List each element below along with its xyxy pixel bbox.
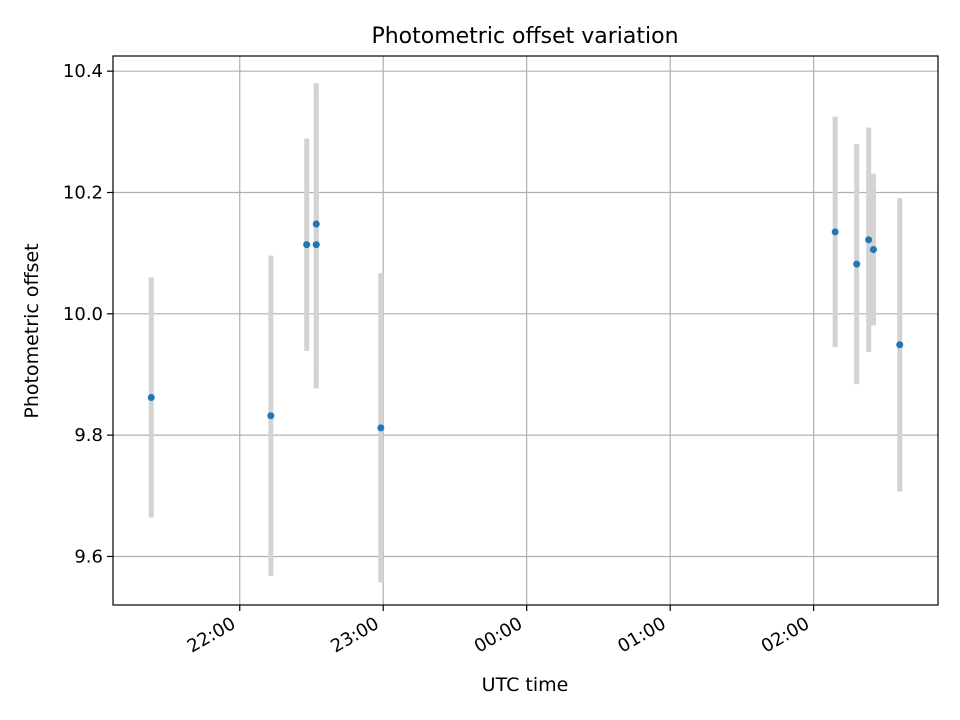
data-point [312,241,320,249]
data-point [853,260,861,268]
x-axis-label: UTC time [482,674,569,696]
data-point [147,394,155,402]
y-tick-label: 9.6 [74,546,103,567]
y-axis-ticks: 9.6 9.8 10.0 10.2 10.4 [63,61,113,567]
data-point [303,241,311,249]
chart-title: Photometric offset variation [371,24,678,49]
data-point [267,412,275,420]
grid-lines [113,56,938,605]
y-axis-label: Photometric offset [21,243,43,418]
plot-frame [112,55,939,606]
data-point [869,246,877,254]
y-tick-label: 10.2 [63,182,103,203]
y-tick-label: 10.4 [63,61,103,82]
data-point [312,220,320,228]
data-point [865,236,873,244]
y-tick-label: 9.8 [74,425,103,446]
data-point [896,341,904,349]
y-tick-label: 10.0 [63,304,103,325]
data-point [831,228,839,236]
data-point [377,424,385,432]
data-points [147,220,904,432]
